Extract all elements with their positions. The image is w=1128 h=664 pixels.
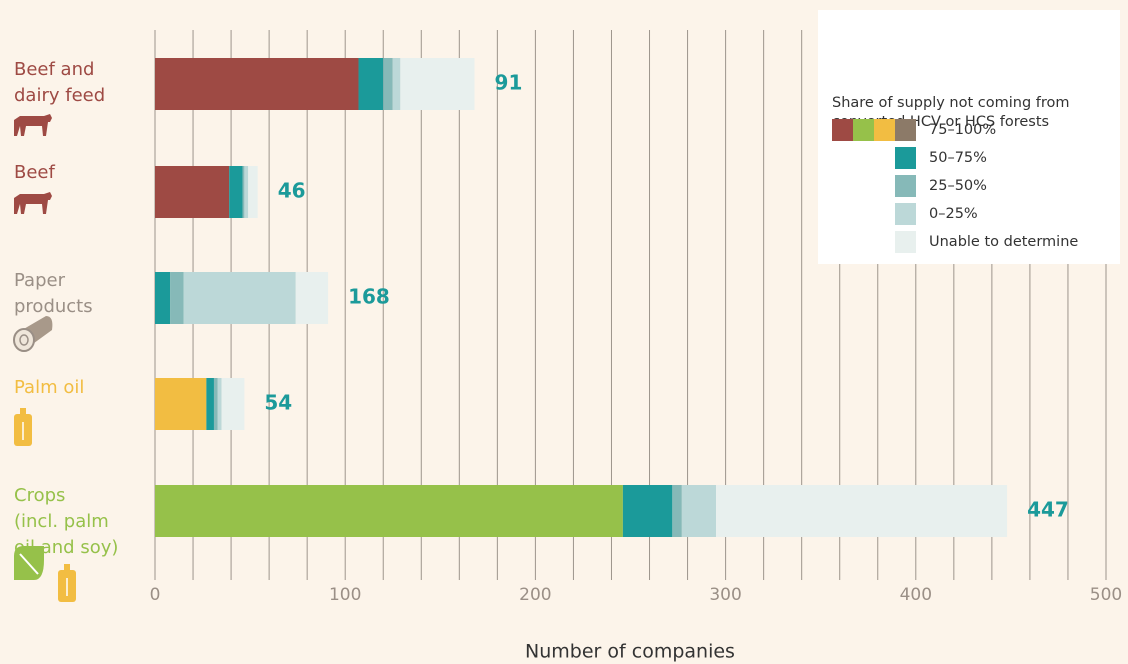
- bar-segment: [244, 166, 249, 218]
- bar-segment: [155, 166, 230, 218]
- legend-swatch: [895, 119, 916, 141]
- legend-label: Unable to determine: [929, 234, 1078, 250]
- bar-segment: [155, 378, 207, 430]
- x-tick-label: 400: [900, 585, 932, 605]
- total-label: 46: [278, 179, 306, 203]
- bar-segment: [206, 378, 214, 430]
- bar-segment: [155, 485, 623, 537]
- bar-segment: [183, 272, 296, 324]
- legend-swatch: [853, 119, 874, 141]
- legend-label: 0–25%: [929, 206, 978, 222]
- x-tick-label: 0: [150, 585, 161, 605]
- cow-icon: [14, 114, 52, 136]
- bottle-icon: [58, 564, 76, 602]
- total-label: 54: [264, 391, 292, 415]
- x-axis-label: Number of companies: [525, 641, 735, 663]
- legend-swatch: [832, 119, 853, 141]
- category-label: Palm oil: [14, 377, 84, 398]
- legend-label: 75–100%: [929, 122, 996, 138]
- legend-swatch: [874, 119, 895, 141]
- category-label: (incl. palm: [14, 511, 109, 532]
- bar-segment: [358, 58, 384, 110]
- legend-swatch: [895, 175, 916, 197]
- bar-segment: [248, 166, 258, 218]
- category-label: products: [14, 296, 93, 317]
- category-label: Paper: [14, 270, 66, 291]
- legend-title: Share of supply not coming from: [832, 95, 1070, 111]
- legend-swatch: [895, 231, 916, 253]
- x-tick-label: 100: [329, 585, 361, 605]
- legend-swatch: [895, 203, 916, 225]
- legend: Share of supply not coming fromconverted…: [832, 95, 1078, 253]
- bar-segment: [622, 485, 673, 537]
- bar-segment: [672, 485, 682, 537]
- x-tick-label: 500: [1090, 585, 1122, 605]
- icons: [14, 114, 52, 214]
- bar-segment: [213, 378, 218, 430]
- legend-swatch: [895, 147, 916, 169]
- bar-segment: [392, 58, 401, 110]
- bar-segment: [221, 378, 245, 430]
- bar-segment: [716, 485, 1008, 537]
- legend-label: 50–75%: [929, 150, 987, 166]
- total-label: 168: [348, 285, 390, 309]
- total-label: 91: [495, 71, 523, 95]
- category-label: Crops: [14, 485, 65, 506]
- bar-segment: [681, 485, 717, 537]
- log-icon: [13, 316, 53, 352]
- bottle-icon: [14, 408, 32, 446]
- x-tick-label: 300: [709, 585, 741, 605]
- category-label: dairy feed: [14, 85, 105, 106]
- bar-segment: [295, 272, 329, 324]
- bar-segment: [155, 272, 171, 324]
- bar-segment: [383, 58, 393, 110]
- bar-segment: [229, 166, 243, 218]
- total-label: 447: [1027, 498, 1069, 522]
- category-label: Beef: [14, 162, 55, 183]
- bar-segment: [155, 58, 359, 110]
- bar-segment: [170, 272, 184, 324]
- cow-icon: [14, 192, 52, 214]
- bars: [155, 58, 1008, 537]
- bar-segment: [217, 378, 222, 430]
- x-tick-label: 200: [519, 585, 551, 605]
- bar-segment: [400, 58, 475, 110]
- leaf-icon: [14, 546, 44, 580]
- legend-label: 25–50%: [929, 178, 987, 194]
- category-label: Beef and: [14, 59, 94, 80]
- bar-segment: [242, 166, 245, 218]
